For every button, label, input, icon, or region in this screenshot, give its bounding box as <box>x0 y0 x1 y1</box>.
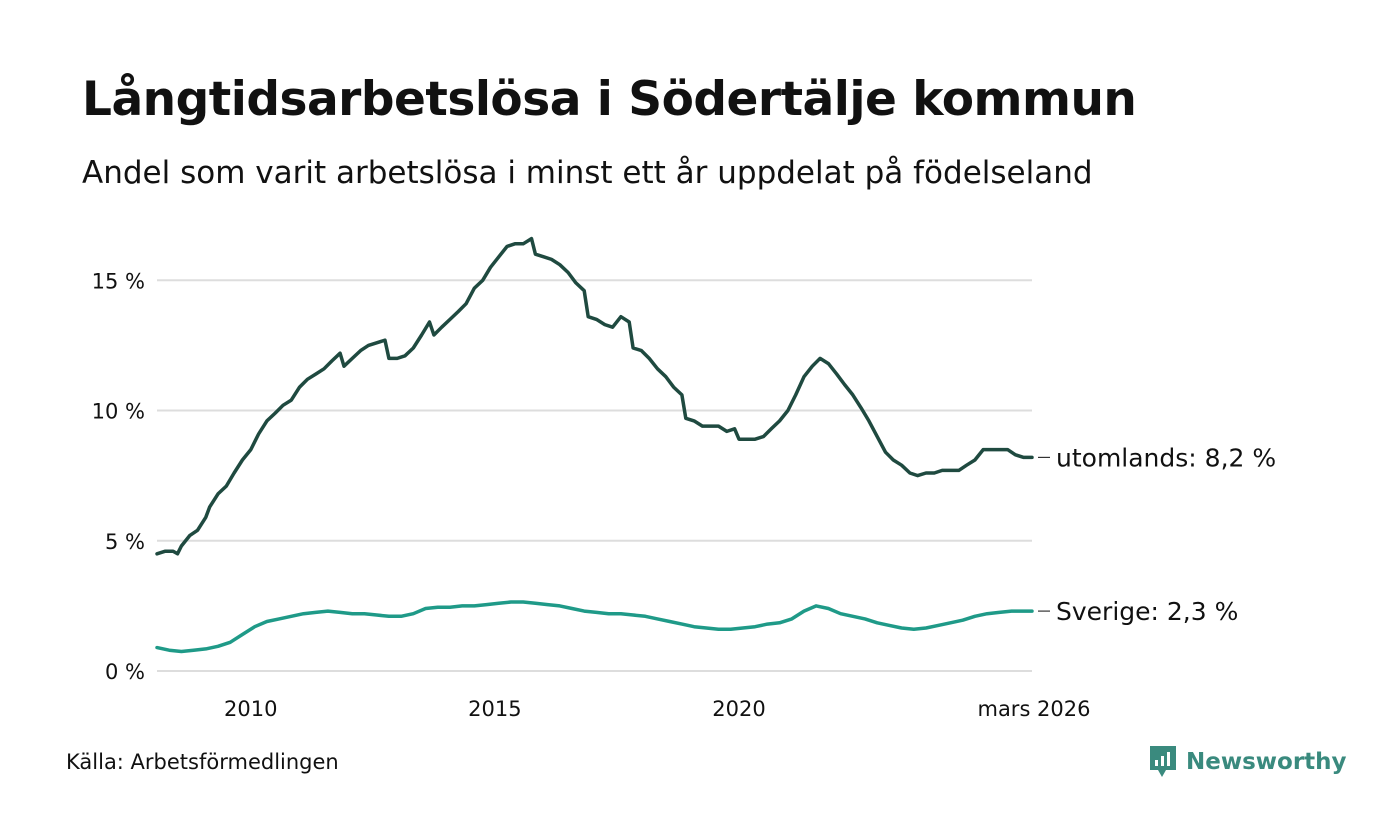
series-line-utomlands <box>155 236 1034 556</box>
chart-subtitle: Andel som varit arbetslösa i minst ett å… <box>82 155 1093 191</box>
y-axis-ticks: 0 % 5 % 10 % 15 % <box>92 269 145 684</box>
source-note: Källa: Arbetsförmedlingen <box>66 750 339 774</box>
series-lines <box>155 236 1034 654</box>
end-label-utomlands: utomlands: 8,2 % <box>1056 443 1276 472</box>
chart-title: Långtidsarbetslösa i Södertälje kommun <box>82 72 1137 127</box>
x-axis-ticks: 2010 2015 2020 mars 2026 <box>224 697 1090 721</box>
x-tick-label: 2010 <box>224 697 277 721</box>
y-tick-label: 15 % <box>92 269 145 293</box>
series-line-sverige <box>155 600 1034 654</box>
y-tick-label: 10 % <box>92 400 145 424</box>
x-tick-label: mars 2026 <box>977 697 1090 721</box>
y-tick-label: 0 % <box>105 660 145 684</box>
newsworthy-icon <box>1150 746 1176 777</box>
x-tick-label: 2020 <box>712 697 765 721</box>
end-labels: utomlands: 8,2 % Sverige: 2,3 % <box>1038 443 1276 626</box>
y-tick-label: 5 % <box>105 530 145 554</box>
x-tick-label: 2015 <box>468 697 521 721</box>
brand-logo[interactable]: Newsworthy <box>1148 744 1347 780</box>
brand-name: Newsworthy <box>1186 749 1347 775</box>
gridlines <box>157 279 1032 672</box>
end-label-sverige: Sverige: 2,3 % <box>1056 597 1238 626</box>
